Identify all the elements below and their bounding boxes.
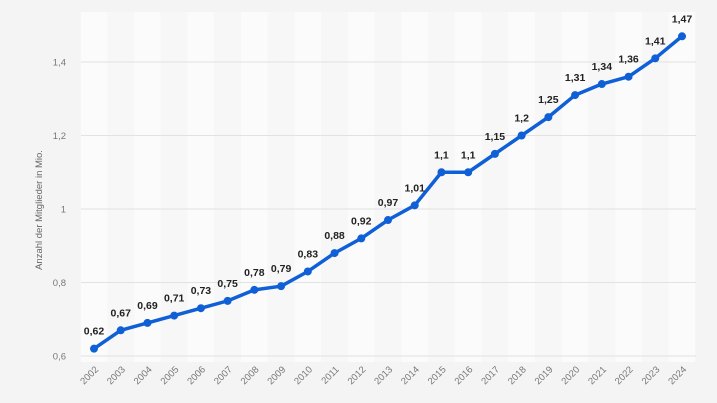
data-point — [143, 318, 152, 327]
y-tick-label: 0,8 — [53, 278, 66, 289]
column-band — [535, 12, 562, 362]
data-label: 0,83 — [298, 248, 319, 260]
column-band — [454, 12, 482, 362]
data-label: 1,36 — [618, 54, 639, 66]
data-point — [90, 344, 98, 353]
column-band — [214, 12, 241, 362]
column-band — [401, 12, 429, 362]
x-tick-label: 2008 — [239, 364, 262, 387]
column-band — [641, 12, 669, 362]
column-band — [588, 12, 616, 362]
x-tick-label: 2011 — [319, 364, 341, 386]
data-point — [277, 282, 286, 291]
data-label: 0,71 — [164, 293, 185, 305]
x-tick-label: 2023 — [640, 364, 663, 387]
y-tick-label: 1,2 — [53, 131, 66, 142]
data-label: 0,79 — [271, 263, 292, 275]
column-band — [561, 12, 589, 362]
column-band — [508, 12, 535, 362]
x-tick-label: 2013 — [372, 364, 395, 387]
data-label: 0,97 — [378, 197, 399, 209]
x-tick-label: 2012 — [346, 364, 369, 387]
data-point — [303, 267, 312, 276]
x-tick-label: 2003 — [105, 364, 128, 387]
data-label: 0,73 — [191, 285, 212, 297]
data-label: 0,69 — [137, 300, 158, 312]
column-band — [134, 12, 161, 362]
data-point — [196, 304, 205, 313]
x-tick-label: 2020 — [559, 364, 582, 387]
x-tick-label: 2024 — [666, 364, 689, 387]
y-axis-label: Anzahl der Mitglieder in Mio. — [34, 150, 45, 270]
column-band — [347, 12, 375, 362]
column-band — [481, 12, 509, 362]
x-tick-label: 2022 — [613, 364, 636, 387]
data-label: 0,62 — [84, 326, 105, 338]
data-point — [357, 234, 366, 243]
x-tick-label: 2021 — [586, 364, 609, 387]
data-label: 1,25 — [538, 94, 559, 106]
data-point — [597, 80, 606, 89]
data-point — [490, 149, 499, 158]
x-tick-label: 2015 — [426, 364, 449, 387]
data-label: 1,31 — [565, 72, 586, 84]
data-label: 1,1 — [434, 149, 449, 161]
y-tick-label: 1,4 — [53, 58, 66, 69]
x-tick-label: 2014 — [399, 364, 422, 387]
y-tick-label: 1 — [61, 205, 66, 216]
x-tick-label: 2009 — [265, 364, 288, 387]
data-point — [624, 72, 633, 81]
column-band — [80, 12, 108, 362]
data-label: 1,01 — [405, 182, 426, 194]
x-tick-label: 2005 — [159, 364, 182, 387]
data-point — [517, 131, 526, 140]
column-band — [107, 12, 135, 362]
x-tick-label: 2017 — [479, 364, 502, 387]
data-label: 0,88 — [324, 230, 345, 242]
data-point — [223, 296, 232, 305]
data-label: 0,67 — [111, 307, 132, 319]
column-band — [267, 12, 295, 362]
data-label: 1,2 — [514, 113, 529, 125]
data-label: 0,75 — [217, 278, 238, 290]
data-label: 1,15 — [485, 131, 506, 143]
y-tick-label: 0,6 — [53, 352, 66, 363]
column-band — [321, 12, 348, 362]
data-point — [384, 216, 392, 225]
data-label: 1,41 — [645, 35, 666, 47]
data-point — [330, 249, 339, 258]
data-label: 1,1 — [461, 149, 476, 161]
x-tick-label: 2010 — [292, 364, 315, 387]
data-label: 1,34 — [592, 61, 613, 73]
data-point — [464, 168, 473, 177]
data-point — [544, 113, 553, 122]
column-band — [668, 12, 696, 362]
column-band — [160, 12, 188, 362]
data-label: 1,47 — [672, 13, 693, 25]
data-point — [437, 168, 446, 177]
data-point — [250, 285, 259, 294]
x-tick-label: 2007 — [212, 364, 235, 387]
column-band — [428, 12, 455, 362]
x-tick-label: 2002 — [78, 364, 101, 387]
x-tick-label: 2006 — [185, 364, 208, 387]
data-label: 0,78 — [244, 267, 265, 279]
x-tick-label: 2019 — [533, 364, 556, 387]
x-tick-label: 2016 — [453, 364, 476, 387]
data-point — [170, 311, 179, 320]
data-point — [571, 91, 580, 100]
column-band — [187, 12, 215, 362]
data-point — [651, 54, 660, 63]
column-band — [294, 12, 322, 362]
data-point — [678, 32, 686, 41]
x-tick-label: 2018 — [506, 364, 529, 387]
x-tick-label: 2004 — [132, 364, 155, 387]
data-point — [410, 201, 419, 210]
column-band — [241, 12, 268, 362]
data-label: 0,92 — [351, 215, 372, 227]
column-band — [374, 12, 402, 362]
data-point — [116, 326, 125, 335]
